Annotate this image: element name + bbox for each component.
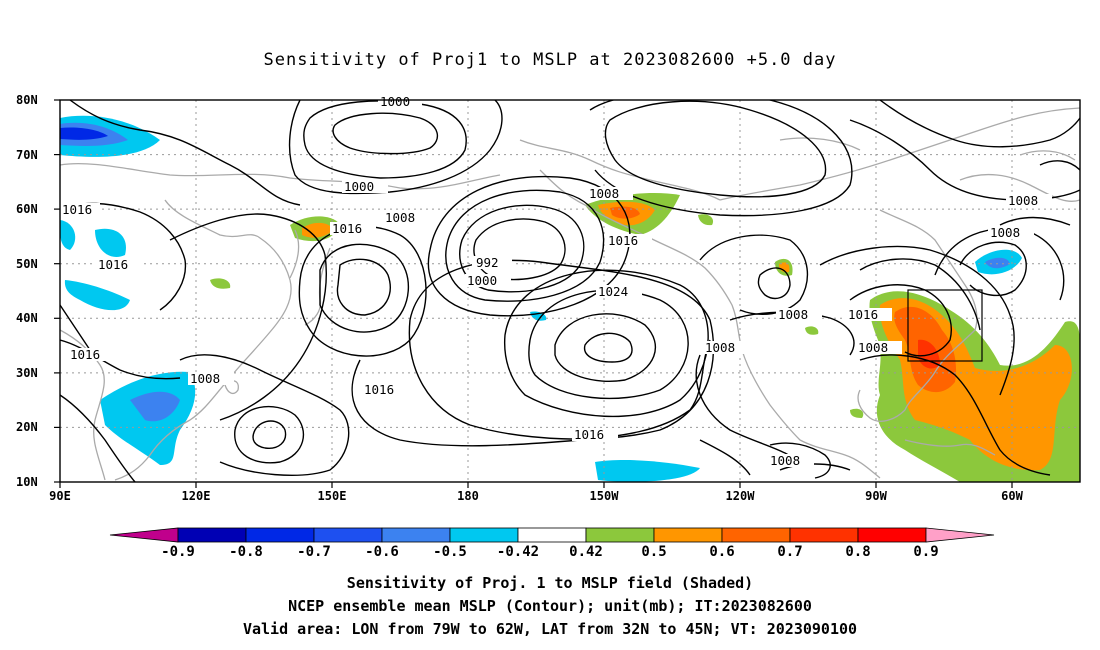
colorbar-segment — [449, 527, 519, 543]
contour-label: 1016 — [98, 257, 128, 272]
lat-tick-label: 30N — [16, 366, 38, 380]
lat-tick-label: 20N — [16, 420, 38, 434]
contour-label: 1008 — [858, 340, 888, 355]
colorbar-segment — [585, 527, 655, 543]
colorbar-segment — [653, 527, 723, 543]
lat-tick-label: 50N — [16, 257, 38, 271]
contour-label: 1016 — [364, 382, 394, 397]
colorbar-label: -0.42 — [497, 544, 539, 560]
colorbar-segment — [721, 527, 791, 543]
colorbar-label: 0.6 — [709, 544, 734, 560]
chart-title: Sensitivity of Proj1 to MSLP at 20230826… — [263, 50, 837, 70]
lat-tick-label: 70N — [16, 148, 38, 162]
contour-label: 1016 — [608, 233, 638, 248]
lon-tick-label: 150E — [318, 489, 347, 503]
contour-label: 1000 — [344, 179, 374, 194]
neg-patch-atl-core — [985, 257, 1010, 269]
contour-label: 1008 — [705, 340, 735, 355]
colorbar — [109, 527, 995, 543]
lat-axis: 80N 70N 60N 50N 40N 30N 20N 10N — [16, 93, 38, 489]
colorbar-segment — [177, 527, 247, 543]
colorbar-label: 0.5 — [641, 544, 666, 560]
contour-label: 992 — [476, 255, 499, 270]
contour-label: 1008 — [385, 210, 415, 225]
neg-patch-westpac — [60, 220, 76, 250]
colorbar-arrow-low — [109, 527, 179, 543]
tick-marks — [54, 99, 1013, 488]
colorbar-segment — [789, 527, 859, 543]
neg-patch-hawaii — [595, 460, 700, 482]
sensitivity-shading — [60, 115, 1080, 482]
contour-label-group: 1000 1000 1016 1008 1016 1016 992 1000 1… — [60, 94, 1052, 468]
contour-label: 1000 — [380, 94, 410, 109]
contour-label: 1016 — [62, 202, 92, 217]
valid-area-box — [907, 289, 983, 362]
caption-line-3: Valid area: LON from 79W to 62W, LAT fro… — [242, 620, 858, 638]
contour-label: 1008 — [770, 453, 800, 468]
contour-label: 1016 — [848, 307, 878, 322]
lon-tick-label: 120E — [182, 489, 211, 503]
colorbar-label: 0.8 — [845, 544, 870, 560]
neg-patch-china — [95, 228, 126, 258]
lon-axis: 90E 120E 150E 180 150W 120W 90W 60W — [49, 489, 1023, 503]
pos-patch-mid — [805, 326, 819, 335]
colorbar-label: -0.9 — [161, 544, 195, 560]
map-frame — [59, 99, 1081, 483]
lat-tick-label: 60N — [16, 202, 38, 216]
colorbar-labels: -0.9 -0.8 -0.7 -0.6 -0.5 -0.42 0.42 0.5 … — [161, 544, 939, 560]
lon-tick-label: 90W — [865, 489, 887, 503]
neg-patch-scs-core — [130, 391, 180, 422]
lat-tick-label: 80N — [16, 93, 38, 107]
colorbar-label: -0.6 — [365, 544, 399, 560]
colorbar-segment — [381, 527, 451, 543]
lon-tick-label: 180 — [457, 489, 479, 503]
neg-patch-china2 — [64, 280, 130, 311]
contour-label: 1000 — [467, 273, 497, 288]
contour-label: 1008 — [1008, 193, 1038, 208]
colorbar-segment — [517, 527, 587, 543]
contour-label: 1016 — [574, 427, 604, 442]
colorbar-label: -0.5 — [433, 544, 467, 560]
pos-patch-kamchatka-core — [302, 222, 333, 238]
lon-tick-label: 150W — [590, 489, 620, 503]
colorbar-label: -0.7 — [297, 544, 331, 560]
pos-patch-gulf — [850, 408, 864, 418]
lon-tick-label: 90E — [49, 489, 71, 503]
contour-label: 1008 — [778, 307, 808, 322]
caption-line-1: Sensitivity of Proj. 1 to MSLP field (Sh… — [346, 574, 754, 592]
pos-patch-sea — [210, 278, 231, 289]
neg-patch-arctic-core2 — [60, 127, 108, 140]
colorbar-label: -0.8 — [229, 544, 263, 560]
lat-tick-label: 40N — [16, 311, 38, 325]
colorbar-label: 0.7 — [777, 544, 802, 560]
colorbar-arrow-high — [925, 527, 995, 543]
colorbar-segment — [245, 527, 315, 543]
contour-label: 1008 — [990, 225, 1020, 240]
mslp-contours — [60, 100, 1080, 482]
colorbar-label: 0.42 — [569, 544, 603, 560]
pos-patch-bc — [698, 214, 714, 226]
colorbar-label: 0.9 — [913, 544, 938, 560]
lon-tick-label: 60W — [1001, 489, 1023, 503]
lat-tick-label: 10N — [16, 475, 38, 489]
contour-label: 1016 — [332, 221, 362, 236]
contour-label: 1024 — [598, 284, 628, 299]
lon-tick-label: 120W — [726, 489, 756, 503]
contour-label: 1008 — [589, 186, 619, 201]
coastlines — [60, 107, 1080, 481]
caption-line-2: NCEP ensemble mean MSLP (Contour); unit(… — [288, 597, 812, 615]
colorbar-segment — [313, 527, 383, 543]
contour-label: 1008 — [190, 371, 220, 386]
colorbar-segment — [857, 527, 927, 543]
contour-label: 1016 — [70, 347, 100, 362]
